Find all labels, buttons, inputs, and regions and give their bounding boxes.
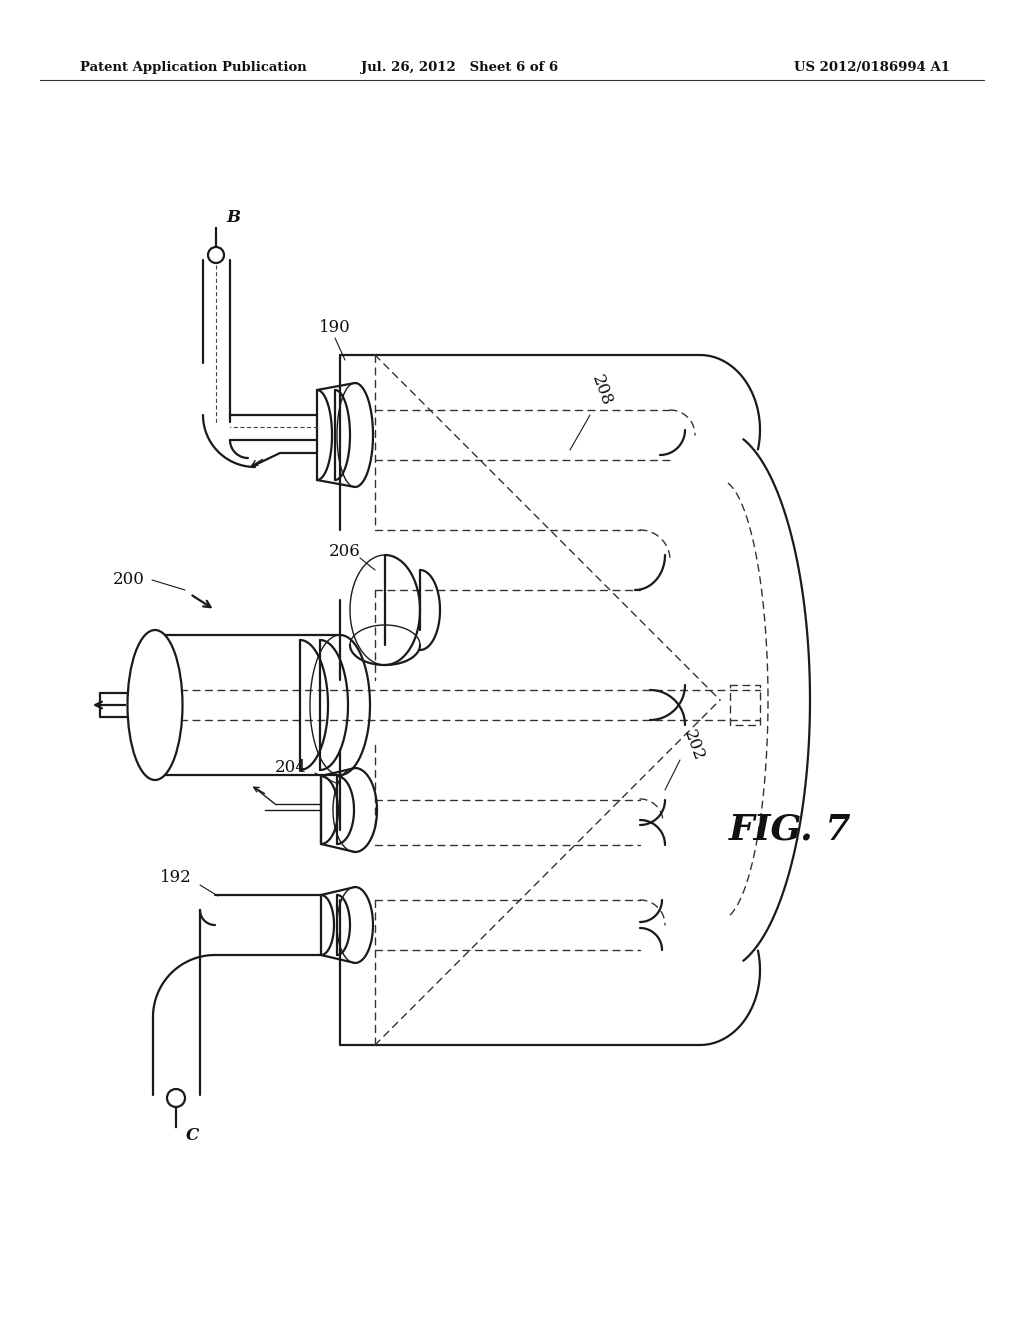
Text: FIG. 7: FIG. 7 bbox=[729, 813, 851, 847]
Text: Jul. 26, 2012   Sheet 6 of 6: Jul. 26, 2012 Sheet 6 of 6 bbox=[361, 62, 558, 74]
Text: 200: 200 bbox=[113, 572, 145, 589]
Text: B: B bbox=[226, 210, 240, 227]
Text: Patent Application Publication: Patent Application Publication bbox=[80, 62, 307, 74]
Text: C: C bbox=[186, 1126, 200, 1143]
Text: US 2012/0186994 A1: US 2012/0186994 A1 bbox=[794, 62, 950, 74]
Text: 192: 192 bbox=[160, 870, 193, 887]
Ellipse shape bbox=[128, 630, 182, 780]
Circle shape bbox=[167, 1089, 185, 1107]
Text: 202: 202 bbox=[680, 727, 707, 763]
Text: 206: 206 bbox=[329, 544, 360, 561]
Text: 204: 204 bbox=[275, 759, 307, 776]
Circle shape bbox=[208, 247, 224, 263]
Text: 190: 190 bbox=[319, 319, 351, 337]
Text: 208: 208 bbox=[588, 372, 614, 408]
